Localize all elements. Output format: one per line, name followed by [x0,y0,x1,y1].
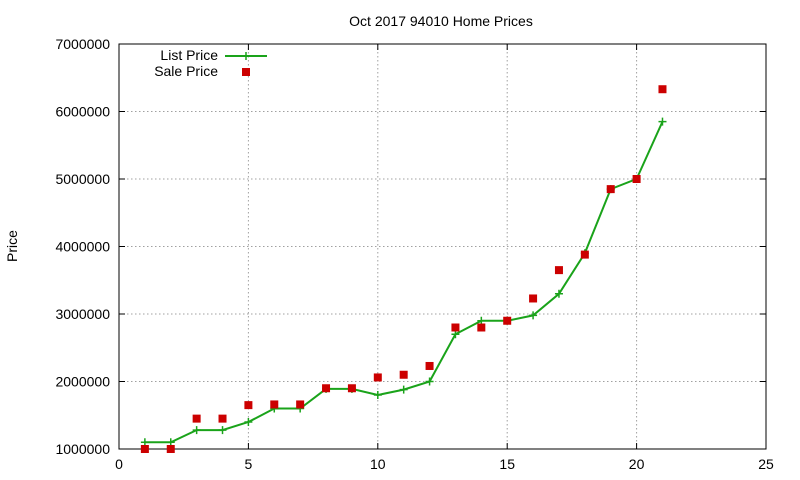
list-price-series [140,117,667,447]
legend-label: Sale Price [154,63,218,79]
sale-price-point [503,316,512,325]
sale-price-point [166,445,175,453]
sale-price-series [140,85,667,453]
sale-price-point [425,361,434,370]
list-price-point [166,438,175,447]
list-price-point [425,377,434,386]
chart-title: Oct 2017 94010 Home Prices [349,13,533,29]
y-tick-label: 7000000 [55,36,110,52]
x-tick-label: 0 [115,456,123,472]
y-tick-label: 6000000 [55,104,110,120]
sale-price-point [399,370,408,379]
x-tick-label: 10 [370,456,386,472]
legend-cross-swatch [242,52,250,60]
y-tick-label: 4000000 [55,239,110,255]
list-price-line [144,121,664,444]
y-tick-label: 2000000 [55,374,110,390]
axis-ticks: 0 5 10 15 20 25 1000000 2000000 3000000 4000000 50… [55,36,774,472]
legend-square-swatch [242,68,250,76]
sale-price-point [296,400,305,409]
list-price-point [244,418,253,426]
list-price-point [373,391,382,399]
x-tick-label: 25 [758,456,774,472]
sale-price-point [580,250,589,259]
sale-price-point [322,384,331,393]
sale-price-point [218,414,227,423]
y-tick-label: 3000000 [55,306,110,322]
sale-price-point [244,401,253,410]
list-price-point [451,330,460,339]
x-tick-label: 20 [629,456,645,472]
grid-lines [119,44,766,449]
list-price-point [192,426,201,435]
y-axis-label: Price [4,230,20,262]
x-tick-label: 5 [245,456,253,472]
sale-price-point [477,323,486,332]
sale-price-point [529,294,538,303]
sale-price-point [554,266,563,275]
list-price-point [529,311,538,320]
sale-price-point [270,400,279,409]
list-price-point [140,438,149,447]
sale-price-point [347,384,356,393]
sale-price-point [658,85,667,94]
sale-price-point [140,445,149,453]
list-price-point [399,385,408,394]
data-series [140,85,667,453]
sale-price-point [192,414,201,423]
list-price-point [658,117,667,126]
sale-price-point [632,175,641,183]
x-tick-label: 15 [499,456,515,472]
sale-price-point [451,323,460,332]
y-tick-label: 1000000 [55,441,110,457]
list-price-point [477,316,486,325]
list-price-point [218,426,227,435]
y-tick-label: 5000000 [55,171,110,187]
sale-price-point [606,185,615,194]
legend-label: List Price [160,47,218,63]
list-price-point [554,289,563,298]
sale-price-point [373,373,382,382]
